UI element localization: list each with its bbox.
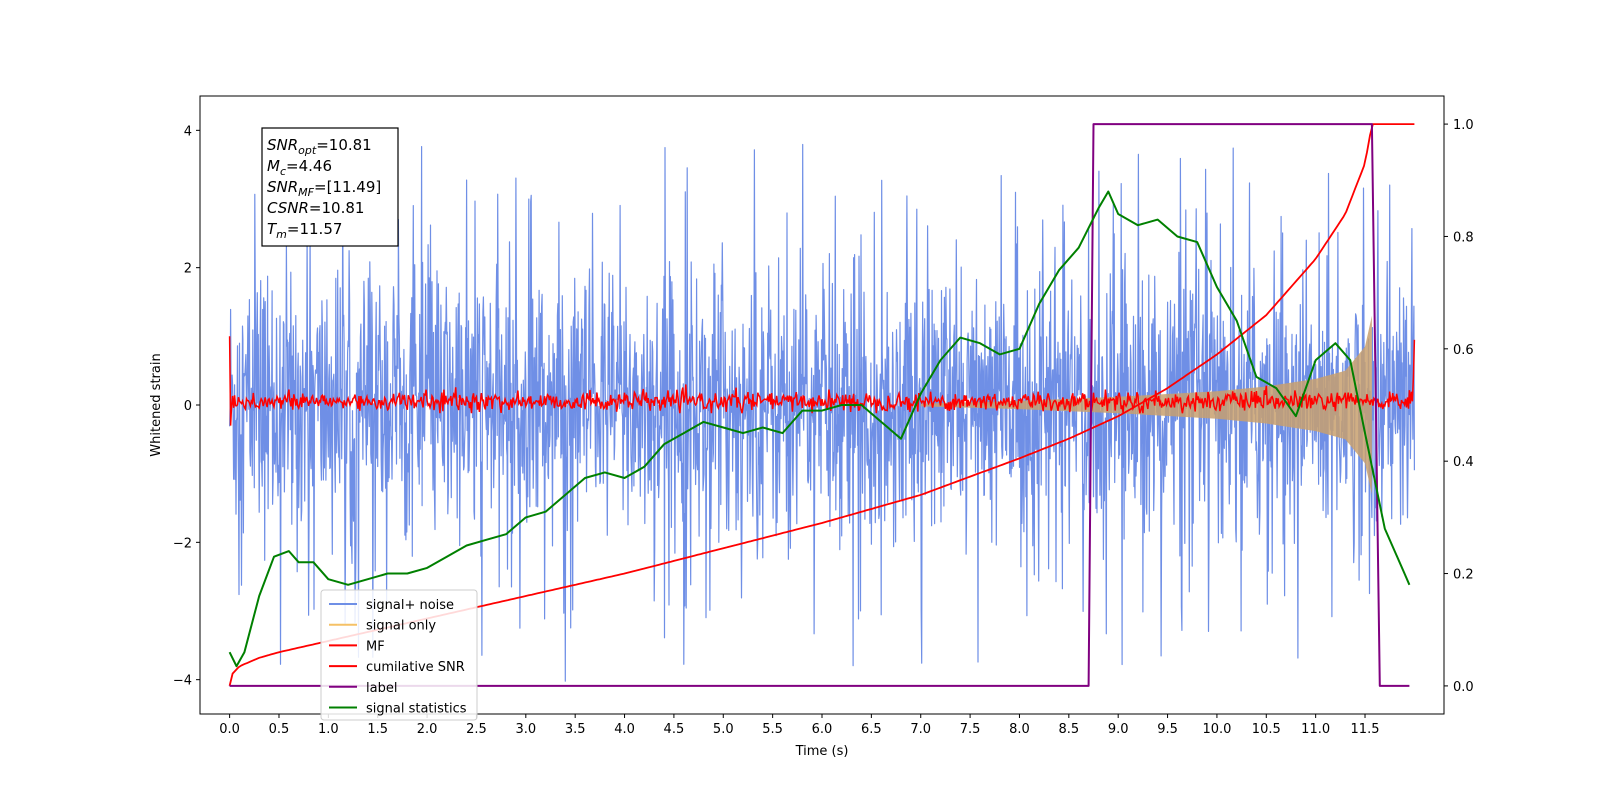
legend-item: signal only [366, 619, 436, 634]
x-tick-label: 2.5 [466, 722, 487, 737]
x-tick-label: 7.5 [960, 722, 981, 737]
legend: signal+ noise signal only MF cumilative SNR… [320, 589, 478, 721]
legend-item: MF [366, 639, 385, 654]
x-tick-label: 8.5 [1058, 722, 1079, 737]
x-tick-label: 10.0 [1202, 722, 1231, 737]
x-tick-label: 9.5 [1157, 722, 1178, 737]
y2-tick-label: 0.0 [1453, 680, 1474, 695]
x-tick-label: 6.0 [812, 722, 833, 737]
series-label [229, 123, 1410, 687]
x-tick-label: 0.0 [219, 722, 240, 737]
x-tick-label: 4.0 [614, 722, 635, 737]
x-tick-label: 5.5 [762, 722, 783, 737]
y-tick-label: 4 [184, 124, 192, 139]
x-tick-label: 9.0 [1108, 722, 1129, 737]
axes: 0.0 0.5 1.0 1.5 2.0 2.5 3.0 3.5 4.0 4.5 5.0 5.5 6.0 6… [173, 118, 1474, 737]
info-box-frame [261, 127, 399, 247]
y-axis-label: Whitened strain [149, 353, 164, 456]
series-signal-statistics [228, 190, 1411, 668]
x-tick-label: 3.5 [565, 722, 586, 737]
x-tick-label: 11.5 [1351, 722, 1380, 737]
x-axis-label: Time (s) [795, 744, 849, 759]
info-line: SNRMF=[11.49] [267, 178, 381, 199]
x-tick-label: 1.0 [318, 722, 339, 737]
x-tick-label: 6.5 [861, 722, 882, 737]
info-line: SNRopt=10.81 [267, 136, 372, 157]
info-box: SNRopt=10.81Mc=4.46SNRMF=[11.49]CSNR=10.… [261, 127, 399, 247]
legend-item: signal+ noise [366, 598, 454, 613]
x-tick-label: 7.0 [910, 722, 931, 737]
info-line: Tm=11.57 [267, 220, 342, 241]
series-mf [228, 336, 1416, 426]
y2-tick-label: 1.0 [1453, 118, 1474, 133]
y2-tick-label: 0.2 [1453, 568, 1474, 583]
x-tick-label: 8.0 [1009, 722, 1030, 737]
y-tick-label: 0 [184, 399, 192, 414]
x-tick-label: 3.0 [515, 722, 536, 737]
y-tick-label: −4 [173, 674, 192, 689]
x-tick-label: 1.5 [367, 722, 388, 737]
y2-tick-label: 0.6 [1453, 343, 1474, 358]
x-tick-label: 11.0 [1301, 722, 1330, 737]
info-line: CSNR=10.81 [267, 199, 364, 217]
legend-item: cumilative SNR [366, 660, 465, 675]
x-tick-label: 2.0 [417, 722, 438, 737]
y2-tick-label: 0.4 [1453, 455, 1474, 470]
y-tick-label: 2 [184, 262, 192, 277]
y2-tick-label: 0.8 [1453, 230, 1474, 245]
x-tick-label: 4.5 [664, 722, 685, 737]
legend-frame [320, 589, 478, 721]
y-tick-label: −2 [173, 536, 192, 551]
x-tick-label: 0.5 [269, 722, 290, 737]
x-tick-label: 5.0 [713, 722, 734, 737]
legend-item: label [366, 681, 397, 696]
legend-item: signal statistics [366, 702, 467, 717]
info-line: Mc=4.46 [267, 157, 332, 178]
x-tick-label: 10.5 [1252, 722, 1281, 737]
